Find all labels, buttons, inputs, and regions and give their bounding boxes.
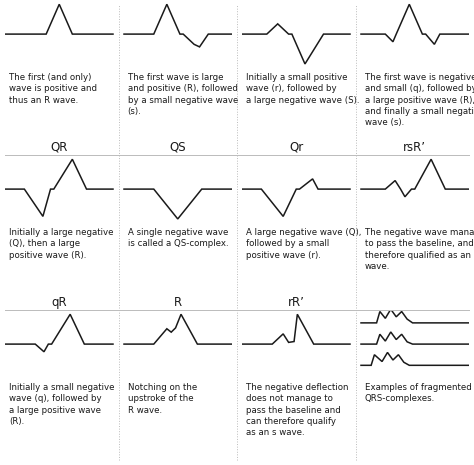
Text: The first (and only)
wave is positive and
thus an R wave.: The first (and only) wave is positive an… (9, 73, 97, 105)
Text: QR: QR (51, 140, 68, 153)
Text: R: R (173, 296, 182, 309)
Text: QS: QS (169, 140, 186, 153)
Text: Notching on the
upstroke of the
R wave.: Notching on the upstroke of the R wave. (128, 383, 197, 414)
Text: The negative wave manages
to pass the baseline, and is
therefore qualified as an: The negative wave manages to pass the ba… (365, 228, 474, 271)
Text: A single negative wave
is called a QS-complex.: A single negative wave is called a QS-co… (128, 228, 228, 248)
Text: A large negative wave (Q),
followed by a small
positive wave (r).: A large negative wave (Q), followed by a… (246, 228, 362, 259)
Text: The first wave is large
and positive (R), followed
by a small negative wave
(s).: The first wave is large and positive (R)… (128, 73, 238, 116)
Text: Initially a large negative
(Q), then a large
positive wave (R).: Initially a large negative (Q), then a l… (9, 228, 114, 259)
Text: rR’: rR’ (288, 296, 305, 309)
Text: rsR’: rsR’ (403, 140, 426, 153)
Text: The negative deflection
does not manage to
pass the baseline and
can therefore q: The negative deflection does not manage … (246, 383, 348, 437)
Text: Qr: Qr (289, 140, 303, 153)
Text: Initially a small negative
wave (q), followed by
a large positive wave
(R).: Initially a small negative wave (q), fol… (9, 383, 115, 425)
Text: Initially a small positive
wave (r), followed by
a large negative wave (S).: Initially a small positive wave (r), fol… (246, 73, 360, 105)
Text: Examples of fragmented
QRS-complexes.: Examples of fragmented QRS-complexes. (365, 383, 471, 404)
Text: qR: qR (52, 296, 67, 309)
Text: The first wave is negative
and small (q), followed by
a large positive wave (R),: The first wave is negative and small (q)… (365, 73, 474, 127)
